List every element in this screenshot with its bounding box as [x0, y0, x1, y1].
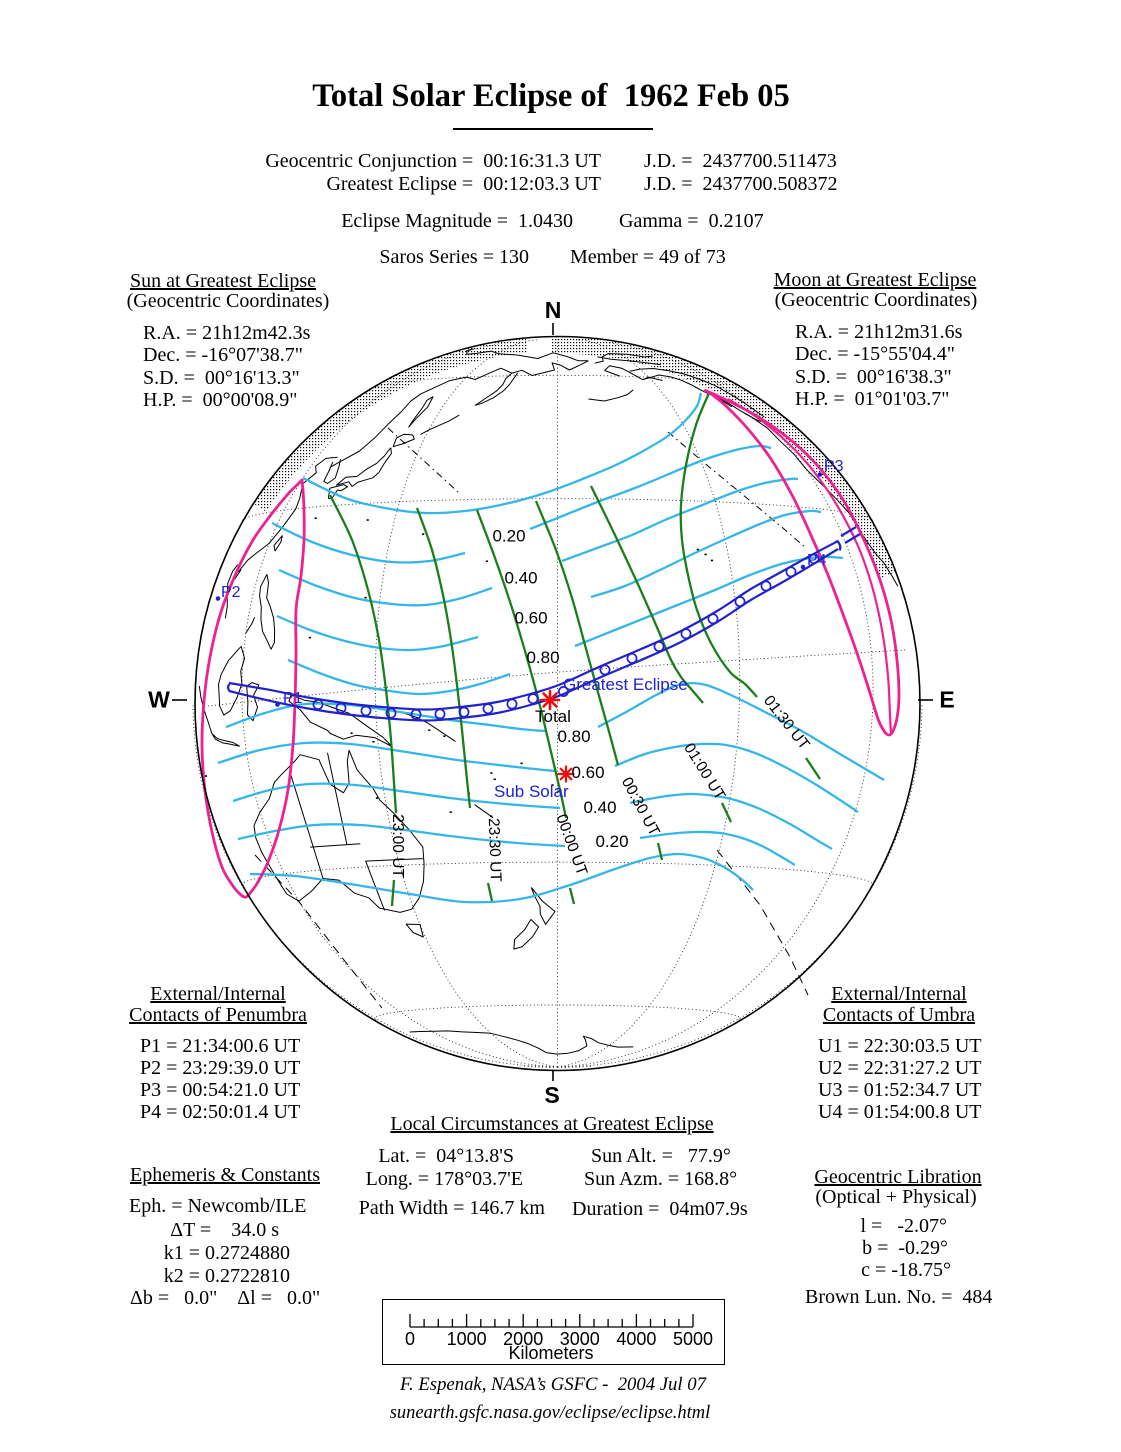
svg-text:5000: 5000 [673, 1329, 713, 1349]
svg-text:0: 0 [405, 1329, 415, 1349]
svg-text:S: S [544, 1082, 559, 1108]
svg-text:Greatest Eclipse: Greatest Eclipse [563, 675, 688, 694]
svg-text:W: W [148, 687, 170, 713]
svg-text:1000: 1000 [447, 1329, 487, 1349]
svg-text:0.80: 0.80 [557, 727, 590, 746]
svg-text:01:30 UT: 01:30 UT [760, 692, 813, 753]
svg-text:0.80: 0.80 [526, 648, 559, 667]
svg-text:E: E [939, 687, 954, 713]
svg-text:0.60: 0.60 [514, 609, 547, 628]
svg-text:Sub Solar: Sub Solar [494, 782, 569, 801]
svg-text:0.40: 0.40 [504, 569, 537, 588]
svg-text:Kilometers: Kilometers [508, 1343, 593, 1363]
svg-text:0.60: 0.60 [571, 763, 604, 782]
svg-text:N: N [545, 297, 562, 323]
svg-text:00:30 UT: 00:30 UT [618, 775, 663, 840]
svg-text:0.20: 0.20 [492, 527, 525, 546]
svg-text:23:30 UT: 23:30 UT [485, 818, 504, 883]
svg-text:P1: P1 [283, 690, 303, 707]
svg-text:Total: Total [535, 707, 571, 726]
svg-text:4000: 4000 [616, 1329, 656, 1349]
svg-text:3000: 3000 [560, 1329, 600, 1349]
svg-text:P4: P4 [807, 552, 827, 569]
svg-text:0.40: 0.40 [583, 798, 616, 817]
svg-text:P2: P2 [221, 584, 241, 601]
svg-text:P3: P3 [824, 458, 844, 475]
svg-text:2000: 2000 [503, 1329, 543, 1349]
svg-text:23:00 UT: 23:00 UT [389, 814, 406, 878]
svg-text:0.20: 0.20 [595, 832, 628, 851]
